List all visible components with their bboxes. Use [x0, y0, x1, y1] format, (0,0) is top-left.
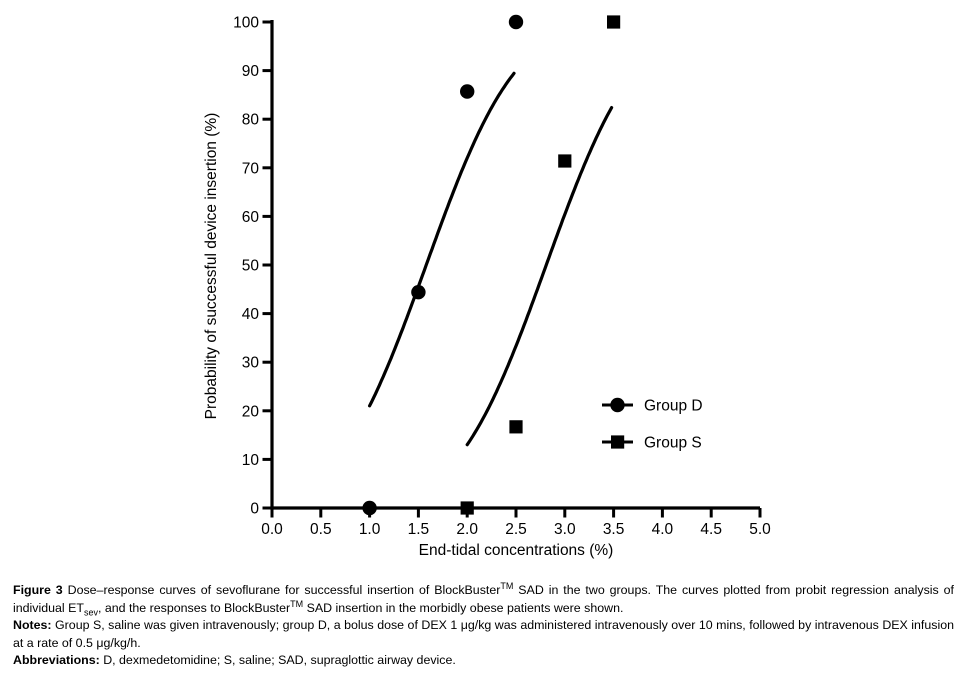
chart-area: 0 10 20 30 40 50 60 70 80 90 100 0.0 0.5 1.0 1.5 2.0 2.5…: [203, 14, 771, 560]
figure-caption-segment: TM: [290, 598, 304, 609]
data-point-circle: [508, 14, 524, 30]
dose-response-chart: 0 10 20 30 40 50 60 70 80 90 100 0.0 0.5 1.0 1.5 2.0 2.5…: [203, 14, 771, 560]
legend-label: Group D: [644, 398, 703, 415]
y-tick-label: 20: [242, 403, 260, 420]
data-point-circle: [362, 500, 377, 516]
data-point-square: [509, 420, 523, 434]
x-tick-label: 5.0: [749, 521, 771, 538]
y-tick-label: 10: [242, 452, 260, 469]
figure-caption-segment: Dose–response curves of sevoflurane for …: [67, 583, 501, 597]
y-tick-label: 70: [242, 160, 260, 177]
y-tick-label: 40: [242, 306, 260, 323]
abbreviations-segment: D, dexmedetomidine; S, saline; SAD, supr…: [103, 653, 456, 668]
abbreviations-segment: Abbreviations:: [13, 653, 104, 668]
data-point-square: [558, 154, 572, 168]
y-axis-title: Probability of successful device inserti…: [203, 113, 220, 420]
x-tick-label: 1.0: [359, 521, 381, 538]
data-point-circle: [411, 285, 426, 300]
x-tick-label: 2.5: [505, 521, 527, 538]
figure-caption-segment: , and the responses to BlockBuster: [97, 600, 291, 615]
curve-group-d: [368, 71, 516, 408]
legend-label: Group S: [644, 435, 702, 452]
x-tick-label: 4.0: [652, 521, 674, 538]
legend-square-marker: [611, 435, 625, 449]
x-axis-title: End-tidal concentrations (%): [419, 542, 614, 559]
notes-segment: Group S, saline was given intravenously;…: [13, 618, 954, 650]
legend: Group D Group S: [602, 398, 703, 452]
caption-block: Figure 3 Dose–response curves of sevoflu…: [13, 580, 954, 670]
figure-caption-segment: SAD insertion in the morbidly obese pati…: [303, 600, 624, 615]
data-point-square: [460, 501, 474, 515]
y-tick-label: 90: [242, 63, 260, 80]
x-tick-label: 1.5: [408, 521, 430, 538]
y-tick-label: 80: [242, 112, 260, 129]
x-tick-label: 2.0: [456, 521, 478, 538]
figure-caption: Figure 3 Dose–response curves of sevoflu…: [13, 580, 954, 618]
legend-circle-marker: [610, 397, 625, 413]
notes: Notes: Group S, saline was given intrave…: [13, 617, 954, 652]
axis-tick-labels: 0 10 20 30 40 50 60 70 80 90 100 0.0 0.5 1.0 1.5 2.0 2.5…: [233, 15, 771, 539]
x-tick-label: 4.5: [700, 521, 722, 538]
y-tick-label: 50: [242, 258, 260, 275]
y-tick-label: 60: [242, 209, 260, 226]
figure-caption-segment: SAD in the two groups. The curves plotte…: [13, 583, 954, 615]
x-tick-label: 0.5: [310, 521, 332, 538]
y-tick-label: 0: [250, 501, 259, 518]
y-tick-label: 30: [242, 355, 260, 372]
notes-segment: Notes:: [13, 618, 56, 633]
data-points: [362, 14, 621, 516]
probit-curves: [368, 71, 614, 447]
abbreviations: Abbreviations: D, dexmedetomidine; S, sa…: [13, 652, 954, 670]
data-point-square: [607, 15, 621, 29]
x-tick-label: 0.0: [261, 521, 283, 538]
data-point-circle: [460, 84, 475, 99]
figure-caption-segment: Figure 3: [13, 583, 68, 597]
figure-caption-segment: TM: [500, 580, 514, 591]
x-tick-label: 3.0: [554, 521, 576, 538]
curve-group-s: [465, 106, 614, 447]
y-tick-label: 100: [233, 15, 259, 32]
x-tick-label: 3.5: [603, 521, 625, 538]
figure-caption-segment: sev: [83, 607, 98, 618]
